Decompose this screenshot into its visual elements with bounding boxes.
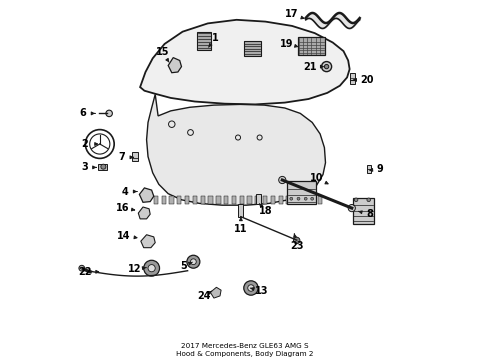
- Text: Hood & Components, Body Diagram 2: Hood & Components, Body Diagram 2: [175, 351, 313, 356]
- Text: 1: 1: [212, 33, 219, 43]
- Text: 20: 20: [360, 75, 373, 85]
- Text: 12: 12: [128, 264, 141, 274]
- Bar: [184, 196, 189, 204]
- Text: 24: 24: [197, 291, 210, 301]
- Text: 10: 10: [309, 173, 323, 183]
- Bar: [278, 196, 283, 204]
- Bar: [270, 196, 275, 204]
- Bar: [256, 194, 260, 204]
- Bar: [247, 196, 251, 204]
- Polygon shape: [141, 235, 155, 248]
- Text: 16: 16: [116, 203, 129, 213]
- Bar: [349, 73, 354, 84]
- Text: 4: 4: [122, 186, 128, 197]
- Text: 2017 Mercedes-Benz GLE63 AMG S: 2017 Mercedes-Benz GLE63 AMG S: [181, 343, 307, 349]
- Bar: [208, 196, 212, 204]
- Circle shape: [190, 259, 196, 265]
- Circle shape: [310, 197, 313, 200]
- Bar: [239, 196, 244, 204]
- Polygon shape: [140, 20, 349, 104]
- Text: 23: 23: [289, 240, 303, 251]
- Text: 9: 9: [375, 164, 382, 174]
- Polygon shape: [138, 207, 150, 219]
- Polygon shape: [139, 188, 153, 202]
- Polygon shape: [146, 94, 325, 205]
- Circle shape: [354, 198, 357, 202]
- Bar: [216, 196, 220, 204]
- Circle shape: [324, 64, 328, 69]
- Bar: [177, 196, 181, 204]
- Circle shape: [296, 197, 299, 200]
- Circle shape: [143, 260, 159, 276]
- Bar: [302, 196, 306, 204]
- Circle shape: [366, 198, 370, 202]
- Bar: [197, 32, 211, 50]
- Bar: [286, 196, 290, 204]
- Bar: [169, 196, 173, 204]
- Polygon shape: [210, 287, 221, 298]
- Circle shape: [278, 176, 285, 184]
- Circle shape: [347, 204, 355, 212]
- Bar: [255, 196, 259, 204]
- Bar: [192, 196, 197, 204]
- Bar: [352, 198, 373, 224]
- Text: 21: 21: [303, 62, 316, 72]
- Text: 19: 19: [280, 39, 293, 49]
- Bar: [286, 181, 315, 204]
- Bar: [231, 196, 236, 204]
- Bar: [294, 196, 298, 204]
- Bar: [153, 196, 158, 204]
- Circle shape: [79, 265, 84, 271]
- Circle shape: [101, 164, 106, 169]
- Circle shape: [289, 197, 292, 200]
- Text: 22: 22: [79, 267, 92, 277]
- Text: 5: 5: [180, 261, 187, 271]
- Circle shape: [293, 237, 299, 244]
- Bar: [297, 37, 324, 55]
- Text: 3: 3: [81, 162, 87, 172]
- Bar: [200, 196, 204, 204]
- Text: 6: 6: [80, 108, 86, 118]
- Text: 17: 17: [284, 9, 298, 19]
- Text: 11: 11: [234, 224, 247, 234]
- Bar: [263, 196, 267, 204]
- Text: 18: 18: [259, 206, 272, 216]
- Bar: [309, 196, 313, 204]
- Text: 7: 7: [118, 152, 124, 162]
- Circle shape: [247, 285, 254, 291]
- Circle shape: [304, 197, 306, 200]
- Text: 14: 14: [117, 231, 130, 241]
- Circle shape: [244, 281, 258, 295]
- Bar: [238, 204, 243, 217]
- Bar: [244, 41, 261, 56]
- Circle shape: [186, 255, 200, 268]
- Polygon shape: [168, 58, 181, 73]
- Circle shape: [106, 110, 112, 117]
- Circle shape: [148, 265, 155, 272]
- Bar: [224, 196, 228, 204]
- Text: 2: 2: [81, 139, 87, 149]
- Bar: [98, 164, 107, 170]
- Bar: [317, 196, 321, 204]
- Text: 15: 15: [155, 47, 169, 57]
- Bar: [366, 165, 370, 173]
- Text: 13: 13: [255, 286, 268, 296]
- Bar: [132, 152, 137, 161]
- Bar: [161, 196, 165, 204]
- Circle shape: [321, 62, 331, 72]
- Text: 8: 8: [366, 209, 372, 219]
